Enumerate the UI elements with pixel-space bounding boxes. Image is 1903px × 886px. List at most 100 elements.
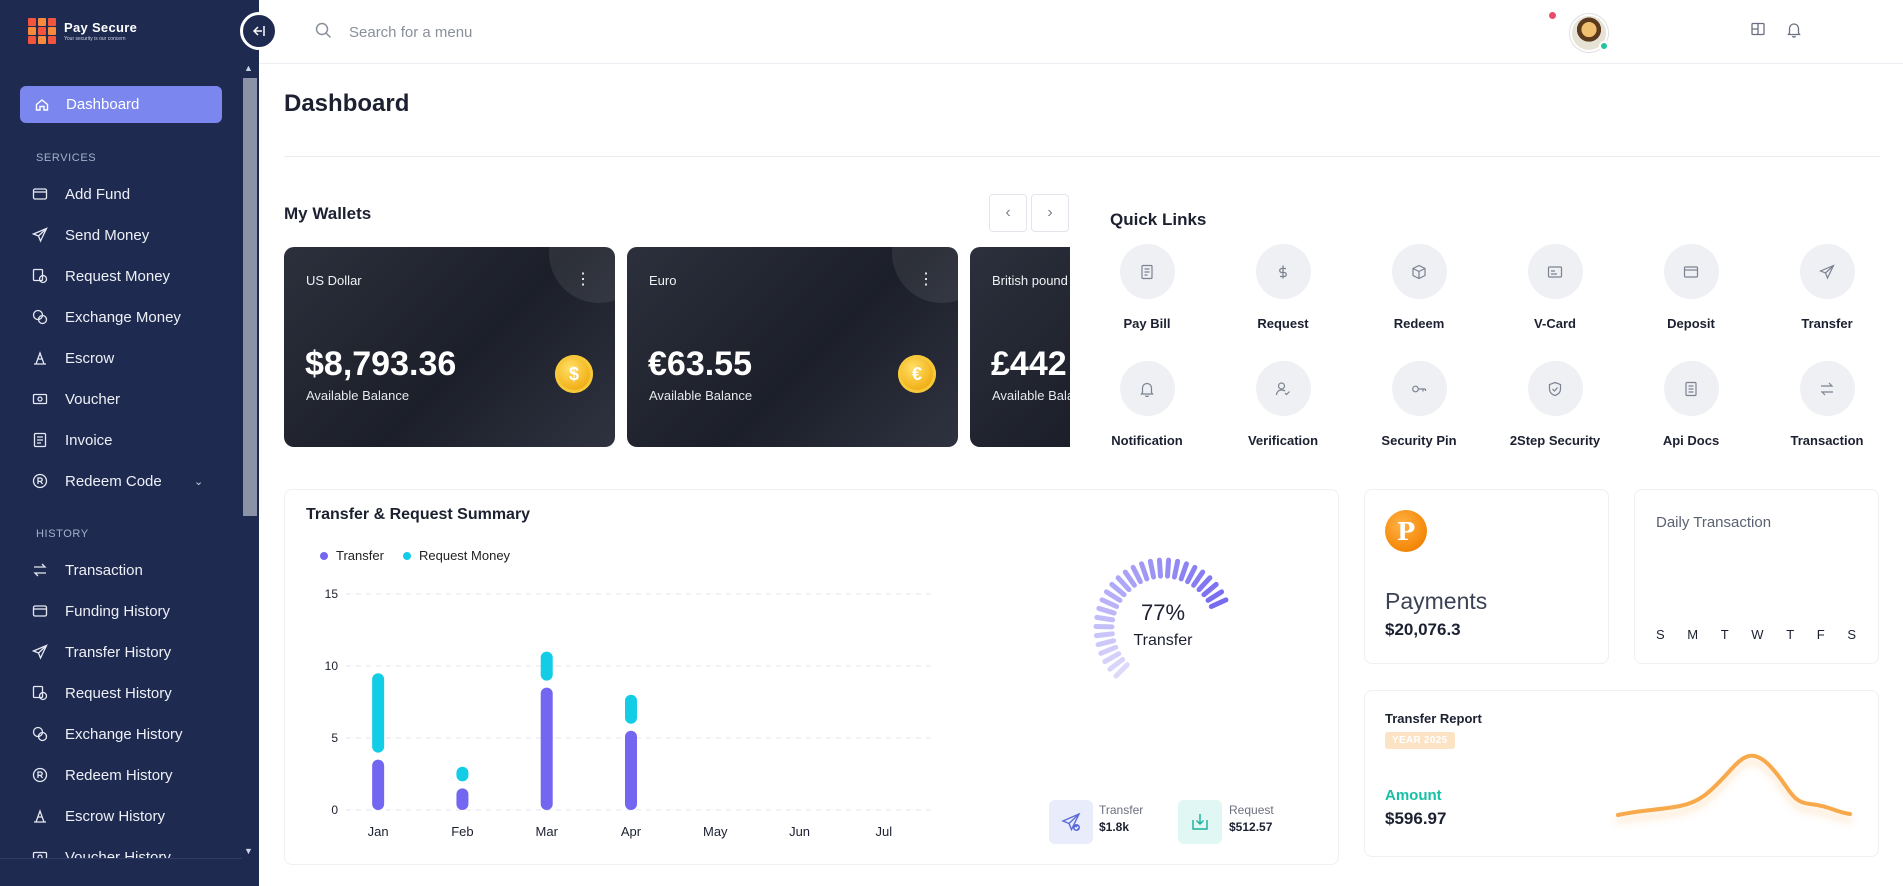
transfer-total-value: $1.8k <box>1099 820 1130 834</box>
bell-icon[interactable] <box>1786 21 1802 43</box>
card-icon <box>1527 244 1583 299</box>
x-tick-label: Jan <box>368 824 389 839</box>
layout-grid-icon[interactable] <box>1750 21 1766 42</box>
y-tick-label: 15 <box>325 587 339 601</box>
transfer-total-label: Transfer <box>1099 803 1144 817</box>
wallets-title: My Wallets <box>284 204 372 223</box>
legend-label: Transfer <box>336 548 384 563</box>
legend-label: Request Money <box>419 548 511 563</box>
sidebar-item-redeem-history[interactable]: Redeem History <box>32 763 232 787</box>
x-tick-label: Jun <box>789 824 810 839</box>
wallet-balance: £442 <box>991 345 1067 383</box>
summary-bar-chart: 0 5 10 15 Jan Feb Mar Apr May Jun Jul <box>325 587 936 839</box>
more-options-icon[interactable]: ⋮ <box>575 271 591 288</box>
scroll-up-icon[interactable]: ▲ <box>244 63 253 73</box>
wallet-card-euro[interactable]: Euro ⋮ €63.55 Available Balance € <box>627 247 958 447</box>
sidebar-item-label: Redeem History <box>65 766 173 784</box>
wallet-card-usd[interactable]: US Dollar ⋮ $8,793.36 Available Balance … <box>284 247 615 447</box>
quick-link-label: Deposit <box>1667 316 1715 331</box>
dollar-coin-icon: $ <box>555 355 593 393</box>
sidebar-item-add-fund[interactable]: Add Fund <box>32 182 232 206</box>
more-options-icon[interactable]: ⋮ <box>918 271 934 288</box>
quick-link-pay-bill[interactable]: Pay Bill <box>1079 244 1215 331</box>
sidebar-item-invoice[interactable]: Invoice <box>32 428 232 452</box>
chevron-right-icon: › <box>1047 204 1053 221</box>
sidebar-item-label: Voucher <box>65 390 121 408</box>
sidebar-item-redeem-code[interactable]: Redeem Code <box>32 469 232 493</box>
sidebar-item-escrow[interactable]: Escrow <box>32 346 232 370</box>
wallet-prev-button[interactable]: ‹ <box>989 194 1027 232</box>
quick-links-title: Quick Links <box>1110 210 1207 229</box>
dollar-icon <box>1255 244 1311 299</box>
legend-request-money[interactable]: Request Money <box>403 548 510 563</box>
wallet-name: Euro <box>649 273 677 288</box>
bar-transfer <box>540 687 553 810</box>
euro-coin-icon: € <box>898 355 936 393</box>
redeem-icon <box>32 473 48 489</box>
request-total-label: Request <box>1229 803 1274 817</box>
gauge-tick <box>1130 564 1143 585</box>
sidebar-item-label: Invoice <box>65 431 113 449</box>
quick-link-deposit[interactable]: Deposit <box>1623 244 1759 331</box>
quick-link-redeem[interactable]: Redeem <box>1351 244 1487 331</box>
gauge-tick <box>1171 558 1181 580</box>
day-label: T <box>1786 627 1795 642</box>
sidebar-item-escrow-history[interactable]: Escrow History <box>32 804 232 828</box>
gauge-tick <box>1139 561 1150 582</box>
search-input[interactable] <box>349 19 649 45</box>
quick-link-notification[interactable]: Notification <box>1079 361 1215 448</box>
gauge-tick <box>1208 597 1229 609</box>
quick-link-transfer[interactable]: Transfer <box>1759 244 1895 331</box>
quick-link-verification[interactable]: Verification <box>1215 361 1351 448</box>
bar-request-money <box>372 673 385 753</box>
gauge-tick <box>1185 564 1198 585</box>
wallet-name: US Dollar <box>306 273 362 288</box>
quick-link-label: Security Pin <box>1381 433 1457 448</box>
sidebar-item-voucher[interactable]: Voucher <box>32 387 232 411</box>
sidebar-item-label: Escrow <box>65 349 115 367</box>
quick-link-label: Transfer <box>1801 316 1853 331</box>
x-tick-label: Jul <box>876 824 893 839</box>
sidebar-item-label: Dashboard <box>66 96 140 113</box>
quick-link-v-card[interactable]: V-Card <box>1487 244 1623 331</box>
quick-link-2step-security[interactable]: 2Step Security <box>1487 361 1623 448</box>
sidebar-item-funding-history[interactable]: Funding History <box>32 599 232 623</box>
box-icon <box>1391 244 1447 299</box>
scroll-down-icon[interactable]: ▼ <box>244 846 253 856</box>
collapse-sidebar-button[interactable] <box>240 12 278 50</box>
quick-link-api-docs[interactable]: Api Docs <box>1623 361 1759 448</box>
redeem-icon <box>32 767 48 783</box>
sidebar-item-exchange-money[interactable]: Exchange Money <box>32 305 232 329</box>
sidebar-scrollbar-thumb[interactable] <box>243 78 257 516</box>
send-icon <box>1799 244 1855 299</box>
wallet-next-button[interactable]: › <box>1031 194 1069 232</box>
x-tick-label: Feb <box>451 824 473 839</box>
chevron-down-icon[interactable]: ⌄ <box>194 476 204 488</box>
payments-title: Payments <box>1385 588 1488 614</box>
brand-name: Pay Secure <box>64 20 138 35</box>
sidebar-item-transfer-history[interactable]: Transfer History <box>32 640 232 664</box>
day-label: S <box>1847 627 1856 642</box>
chevron-left-icon: ‹ <box>1005 204 1011 221</box>
day-label: M <box>1687 627 1699 642</box>
quick-link-security-pin[interactable]: Security Pin <box>1351 361 1487 448</box>
brand-logo[interactable]: Pay Secure Your security is our concern <box>28 18 137 44</box>
escrow-icon <box>32 808 48 824</box>
wallet-card-gbp[interactable]: British pound £442 Available Bala <box>970 247 1070 447</box>
sidebar-item-transaction[interactable]: Transaction <box>32 558 232 582</box>
sidebar-item-dashboard[interactable]: Dashboard <box>20 86 222 123</box>
sidebar-item-request-money[interactable]: Request Money <box>32 264 232 288</box>
summary-title: Transfer & Request Summary <box>306 506 531 523</box>
quick-link-label: Verification <box>1247 433 1319 448</box>
wallet-icon <box>32 186 48 202</box>
sidebar-item-exchange-history[interactable]: Exchange History <box>32 722 232 746</box>
gauge-tick <box>1113 662 1130 679</box>
sidebar-item-send-money[interactable]: Send Money <box>32 223 232 247</box>
sidebar-item-request-history[interactable]: Request History <box>32 681 232 705</box>
topbar <box>259 0 1903 64</box>
legend-transfer[interactable]: Transfer <box>320 548 384 563</box>
quick-link-transaction[interactable]: Transaction <box>1759 361 1895 448</box>
gauge-tick <box>1095 638 1117 648</box>
year-badge: YEAR 2025 <box>1385 732 1455 749</box>
quick-link-request[interactable]: Request <box>1215 244 1351 331</box>
